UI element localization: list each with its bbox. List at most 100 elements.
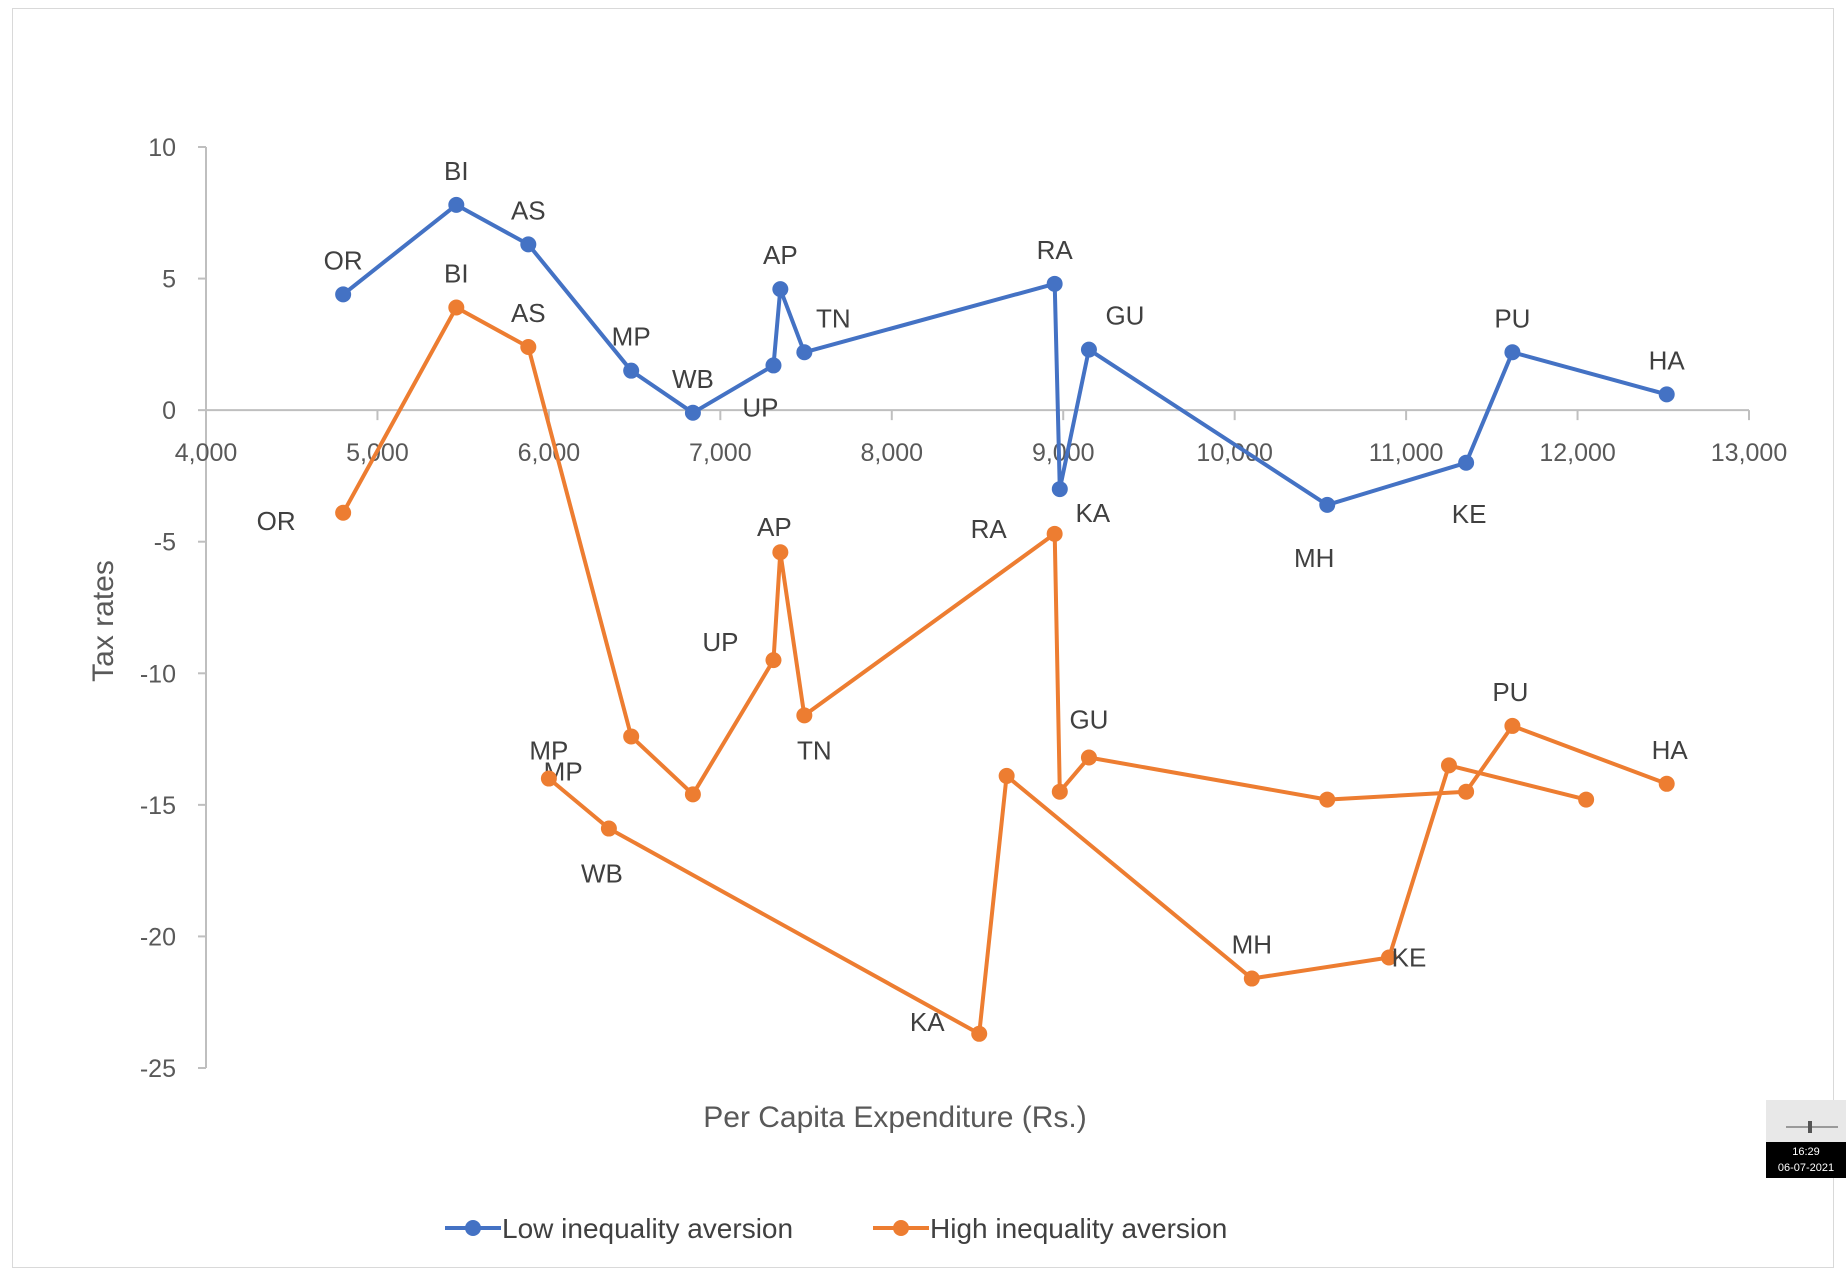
data-label-wb: WB: [672, 364, 714, 394]
taskbar-time: 16:29: [1792, 1146, 1820, 1158]
data-label-pu: PU: [1494, 303, 1530, 333]
data-point-ke: [1458, 454, 1475, 471]
x-axis-title: Per Capita Expenditure (Rs.): [703, 1101, 1087, 1134]
x-tick-label: 6,000: [518, 439, 581, 467]
legend-item-0: Low inequality aversion: [445, 1213, 793, 1244]
y-tick-label: 0: [162, 397, 176, 425]
data-label-ha: HA: [1649, 345, 1686, 375]
series-2: MP WB KA MH KE: [529, 736, 1595, 1042]
data-label-as: AS: [511, 195, 546, 225]
y-tick-label: 5: [162, 266, 176, 294]
data-point-tn: [796, 707, 813, 724]
y-tick-label: -25: [140, 1055, 176, 1083]
data-label-pu: PU: [1492, 677, 1528, 707]
x-tick-label: 12,000: [1539, 439, 1615, 467]
data-label-ke: KE: [1392, 942, 1427, 972]
data-point-ke: [1458, 783, 1475, 800]
x-tick-label: 4,000: [175, 439, 238, 467]
y-tick-label: -5: [154, 529, 176, 557]
data-label-bi: BI: [444, 156, 469, 186]
data-label-ha: HA: [1652, 735, 1689, 765]
data-label-tn: TN: [816, 303, 851, 333]
data-point-mp: [623, 728, 640, 745]
data-point-ka: [1051, 481, 1068, 498]
data-point-tn: [796, 344, 813, 361]
data-label-mh: MH: [1294, 543, 1334, 573]
data-label-ka: KA: [1075, 498, 1110, 528]
data-point-mp: [540, 770, 557, 787]
data-point-ap: [772, 281, 789, 298]
series-0: OR BI AS MP WB UP AP TN RA KA GU MH KE PU HA: [324, 156, 1686, 573]
chart-frame: [12, 8, 1834, 1268]
x-tick-label: 9,000: [1032, 439, 1095, 467]
data-label-tn: TN: [797, 735, 832, 765]
data-point-up: [765, 652, 782, 669]
data-label-mh: MH: [1232, 930, 1272, 960]
data-label-mp: MP: [612, 322, 651, 352]
data-point-mh: [1319, 496, 1336, 513]
data-label-or: OR: [324, 245, 363, 275]
data-point-ha: [1658, 386, 1675, 403]
data-point-pu: [1504, 717, 1521, 734]
data-label-or: OR: [257, 506, 296, 536]
data-label-gu: GU: [1105, 301, 1144, 331]
series-layer: OR BI AS MP WB UP AP TN RA KA GU MH KE PU HA OR BI AS MP UP…: [257, 156, 1689, 1042]
series-line: [341, 305, 1668, 802]
x-tick-label: 11,000: [1369, 439, 1444, 467]
data-label-ra: RA: [1037, 235, 1074, 265]
data-point-wb: [684, 404, 701, 421]
data-point-ha: [1658, 775, 1675, 792]
data-point-as: [520, 338, 537, 355]
data-point-ap: [772, 544, 789, 561]
legend-item-1: High inequality aversion: [873, 1213, 1227, 1244]
data-label-ka: KA: [910, 1007, 945, 1037]
data-point-bi: [448, 196, 465, 213]
data-point-mp: [623, 362, 640, 379]
data-point-ra: [1046, 275, 1063, 292]
data-point-or: [335, 286, 352, 303]
data-point-gu: [1080, 749, 1097, 766]
legend-swatch-marker: [893, 1220, 909, 1236]
data-label-ap: AP: [757, 512, 792, 542]
data-point-mh: [1243, 970, 1260, 987]
data-label-mp: MP: [529, 736, 568, 766]
data-point-or: [335, 504, 352, 521]
legend-label: High inequality aversion: [930, 1213, 1227, 1244]
data-label-ap: AP: [763, 240, 798, 270]
data-point-ke: [1380, 949, 1397, 966]
y-tick-label: -20: [140, 923, 176, 951]
data-label-bi: BI: [444, 259, 469, 289]
taskbar-tray: [1766, 1100, 1846, 1142]
data-point-pu: [1504, 344, 1521, 361]
data-label-ke: KE: [1452, 499, 1487, 529]
data-point-bi: [448, 299, 465, 316]
y-tick-label: -15: [140, 792, 176, 820]
data-point-ra: [998, 767, 1015, 784]
x-tick-label: 13,000: [1711, 439, 1787, 467]
data-point-mh: [1319, 791, 1336, 808]
legend: Low inequality aversion High inequality a…: [445, 1213, 1227, 1244]
series-1: OR BI AS MP UP AP TN RA GU PU HA: [257, 259, 1689, 808]
x-tick-label: 7,000: [689, 439, 752, 467]
data-point-ka: [1051, 783, 1068, 800]
data-point-wb: [600, 820, 617, 837]
data-label-up: UP: [742, 392, 778, 422]
data-point-ha: [1578, 791, 1595, 808]
data-label-up: UP: [702, 627, 738, 657]
data-point-up: [765, 357, 782, 374]
data-point-ka: [971, 1025, 988, 1042]
data-label-as: AS: [511, 298, 546, 328]
data-point-wb: [684, 786, 701, 803]
series-line: [547, 763, 1587, 1036]
data-point-as: [520, 236, 537, 253]
y-axis-title: Tax rates: [87, 560, 120, 682]
data-point-pu: [1440, 757, 1457, 774]
taskbar-date: 06-07-2021: [1777, 1162, 1835, 1174]
x-tick-label: 8,000: [860, 439, 923, 467]
taskbar-clock[interactable]: 16:29 06-07-2021: [1766, 1100, 1846, 1178]
data-label-ra: RA: [971, 514, 1008, 544]
y-tick-label: -10: [140, 660, 176, 688]
legend-label: Low inequality aversion: [502, 1213, 793, 1244]
